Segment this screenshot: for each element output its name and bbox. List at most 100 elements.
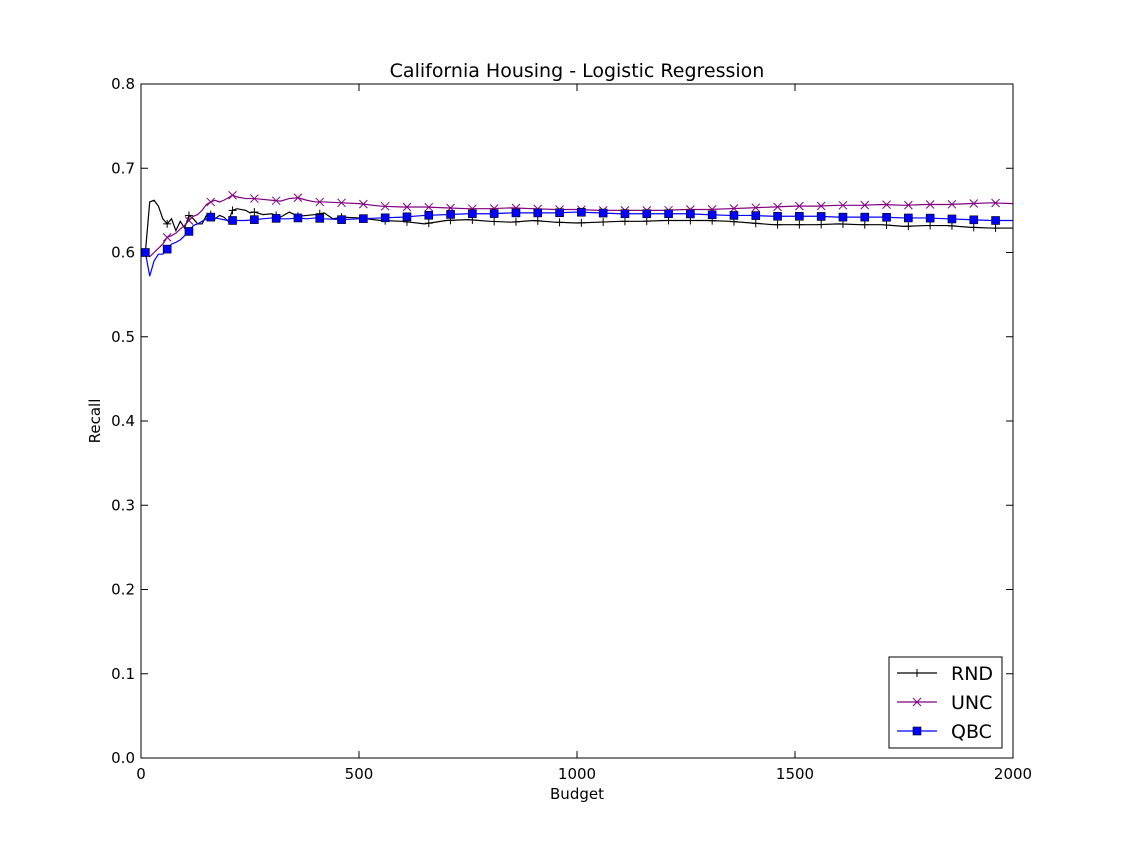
legend-entry-qbc: QBC xyxy=(897,721,992,743)
series-marker-qbc xyxy=(577,207,586,217)
y-tick-label: 0.4 xyxy=(111,412,135,430)
series-marker-qbc xyxy=(337,215,346,224)
series-marker-unc xyxy=(969,199,979,208)
legend-entry-rnd: RND xyxy=(897,663,993,685)
series-marker-qbc xyxy=(402,212,412,222)
series-marker-qbc xyxy=(555,208,564,218)
series-marker-unc xyxy=(991,198,1000,208)
series-marker-qbc xyxy=(729,211,739,220)
series-marker-qbc xyxy=(424,210,434,220)
x-tick-label: 1000 xyxy=(558,765,596,783)
series-marker-qbc xyxy=(511,208,521,218)
axis-ticks: 0 500 1000 1500 2000 0.0 0.1 0.2 0.3 0.4 0.5 0.6 0.7… xyxy=(111,75,1032,783)
series-marker-rnd xyxy=(860,220,869,229)
series-marker-qbc xyxy=(141,248,150,257)
series-marker-rnd xyxy=(620,217,629,226)
series-marker-qbc xyxy=(686,209,695,219)
y-tick-label: 0.2 xyxy=(111,581,135,599)
legend-label-qbc: QBC xyxy=(951,721,992,743)
legend-label-rnd: RND xyxy=(951,663,993,685)
series-marker-qbc xyxy=(904,213,913,223)
series-marker-qbc xyxy=(446,210,455,219)
series-marker-unc xyxy=(315,197,325,207)
series-marker-unc xyxy=(184,216,194,225)
legend: RND UNC QBC xyxy=(888,656,1003,749)
series-marker-unc xyxy=(162,232,172,242)
series-marker-qbc xyxy=(838,212,848,222)
legend-label-unc: UNC xyxy=(951,692,992,714)
series-marker-qbc xyxy=(359,214,368,223)
series-marker-qbc xyxy=(598,208,608,218)
series-marker-qbc xyxy=(795,211,804,221)
series-marker-qbc xyxy=(991,216,1000,225)
y-tick-label: 0.0 xyxy=(111,749,135,767)
series-marker-qbc xyxy=(228,216,237,225)
series-marker-qbc xyxy=(773,211,782,221)
x-tick-label: 2000 xyxy=(994,765,1032,783)
series-marker-rnd xyxy=(773,220,782,229)
series-marker-qbc xyxy=(533,208,543,218)
series-marker-unc xyxy=(337,198,346,208)
series-marker-qbc xyxy=(489,209,499,218)
legend-marker-qbc xyxy=(912,726,922,736)
series-marker-rnd xyxy=(555,218,564,227)
series-marker-unc xyxy=(904,200,913,210)
series-marker-qbc xyxy=(642,209,652,219)
series-marker-unc xyxy=(882,200,891,209)
series-marker-rnd xyxy=(969,223,978,232)
y-tick-label: 0.5 xyxy=(111,328,135,346)
series-marker-qbc xyxy=(380,213,390,223)
series-marker-rnd xyxy=(599,218,608,227)
series-marker-rnd xyxy=(533,216,542,225)
series-marker-unc xyxy=(359,199,368,209)
chart-title: California Housing - Logistic Regression xyxy=(390,60,765,82)
series-marker-qbc xyxy=(707,210,717,220)
series-marker-qbc xyxy=(206,212,216,222)
series-marker-unc xyxy=(751,203,761,213)
series-marker-unc xyxy=(860,200,870,210)
series-marker-unc xyxy=(402,202,412,212)
series-marker-qbc xyxy=(816,212,826,221)
x-tick-label: 0 xyxy=(136,765,146,783)
series-marker-qbc xyxy=(664,209,673,219)
series-marker-qbc xyxy=(751,211,761,220)
series-marker-rnd xyxy=(424,219,433,228)
series-marker-unc xyxy=(424,202,434,212)
series-marker-unc xyxy=(293,193,303,203)
series-marker-qbc xyxy=(947,214,957,224)
series-marker-qbc xyxy=(315,214,325,223)
y-tick-label: 0.1 xyxy=(111,665,135,683)
series-marker-rnd xyxy=(642,217,651,226)
y-tick-label: 0.8 xyxy=(111,75,135,93)
legend-entry-unc: UNC xyxy=(897,692,992,714)
y-tick-label: 0.3 xyxy=(111,496,135,514)
series-marker-unc xyxy=(228,190,237,200)
series-marker-unc xyxy=(947,199,957,209)
series-marker-rnd xyxy=(490,217,499,226)
series-marker-unc xyxy=(206,197,216,207)
series-marker-qbc xyxy=(162,244,172,254)
series-marker-rnd xyxy=(163,219,172,228)
series-marker-rnd xyxy=(882,221,891,230)
series-marker-qbc xyxy=(271,214,281,223)
series-lines xyxy=(141,190,1013,277)
series-marker-rnd xyxy=(817,220,826,229)
series-marker-rnd xyxy=(991,224,1000,233)
series-marker-rnd xyxy=(184,211,193,220)
series-marker-qbc xyxy=(250,215,259,224)
series-marker-rnd xyxy=(926,221,935,230)
series-marker-qbc xyxy=(969,215,979,225)
series-marker-rnd xyxy=(228,206,237,215)
y-tick-label: 0.6 xyxy=(111,244,135,262)
x-tick-label: 500 xyxy=(345,765,374,783)
series-marker-unc xyxy=(773,202,782,212)
series-marker-rnd xyxy=(250,208,259,217)
series-marker-rnd xyxy=(795,220,804,229)
series-marker-qbc xyxy=(184,227,194,236)
series-marker-rnd xyxy=(904,222,913,231)
series-marker-unc xyxy=(271,196,281,206)
plot-frame xyxy=(140,83,1014,759)
series-marker-unc xyxy=(380,201,390,211)
y-tick-label: 0.7 xyxy=(111,159,135,177)
